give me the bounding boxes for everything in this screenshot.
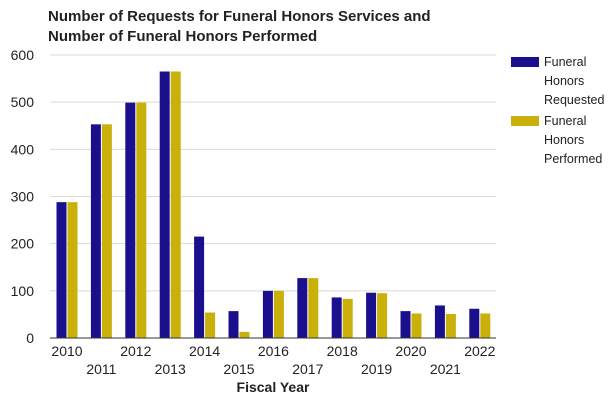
y-tick-label: 100 <box>11 283 35 299</box>
legend-swatch <box>511 57 539 67</box>
x-tick-label: 2018 <box>327 343 358 359</box>
bar-requested-2010 <box>56 202 67 338</box>
x-tick-label: 2020 <box>395 343 426 359</box>
bar-performed-2020 <box>411 313 422 338</box>
legend-label: Funeral Honors Requested <box>544 55 605 107</box>
bar-requested-2020 <box>400 311 411 338</box>
legend-swatch <box>511 116 539 126</box>
bar-performed-2011 <box>101 124 112 339</box>
x-tick-label: 2010 <box>51 343 82 359</box>
y-tick-label: 0 <box>26 330 34 346</box>
bars <box>56 71 491 339</box>
x-tick-label: 2015 <box>223 361 254 377</box>
y-tick-label: 400 <box>11 141 35 157</box>
bar-performed-2014 <box>205 312 216 338</box>
bar-performed-2012 <box>136 102 147 338</box>
x-tick-label: 2012 <box>120 343 151 359</box>
bar-requested-2014 <box>194 236 205 338</box>
chart-title-line-1: Number of Requests for Funeral Honors Se… <box>48 8 431 25</box>
bar-requested-2019 <box>366 292 377 338</box>
bar-requested-2012 <box>125 102 136 338</box>
x-axis-ticks: 2010201120122013201420152016201720182019… <box>51 343 495 377</box>
x-tick-label: 2021 <box>430 361 461 377</box>
x-tick-label: 2016 <box>258 343 289 359</box>
y-tick-label: 300 <box>11 189 35 205</box>
legend: Funeral Honors Requested Funeral Honors Perfo… <box>511 55 605 166</box>
bar-performed-2017 <box>308 278 319 338</box>
bar-requested-2015 <box>228 311 239 338</box>
bar-performed-2015 <box>239 331 250 338</box>
x-tick-label: 2017 <box>292 361 323 377</box>
bar-requested-2021 <box>434 305 445 338</box>
chart-title-line-2: Number of Funeral Honors Performed <box>48 28 317 45</box>
bar-requested-2017 <box>297 278 308 338</box>
bar-performed-2021 <box>445 313 456 338</box>
x-tick-label: 2022 <box>464 343 495 359</box>
gridlines <box>50 54 496 292</box>
x-tick-label: 2013 <box>155 361 186 377</box>
x-tick-label: 2014 <box>189 343 220 359</box>
y-tick-label: 500 <box>11 94 35 110</box>
bar-performed-2018 <box>342 298 353 338</box>
bar-requested-2022 <box>469 308 480 338</box>
legend-label: Funeral Honors Performed <box>544 114 602 166</box>
bar-requested-2016 <box>262 290 273 338</box>
bar-requested-2018 <box>331 297 342 338</box>
x-tick-label: 2011 <box>86 361 116 377</box>
bar-performed-2010 <box>67 202 78 338</box>
y-axis-ticks: 0 100 200 300 400 500 600 <box>11 47 35 346</box>
bar-requested-2013 <box>159 71 170 338</box>
bar-performed-2022 <box>480 313 491 338</box>
y-tick-label: 600 <box>11 47 35 63</box>
bar-performed-2013 <box>170 71 181 338</box>
y-tick-label: 200 <box>11 236 35 252</box>
bar-performed-2019 <box>377 293 388 338</box>
bar-performed-2016 <box>273 290 284 338</box>
x-axis-title: Fiscal Year <box>237 379 310 395</box>
bar-requested-2011 <box>90 124 101 339</box>
x-tick-label: 2019 <box>361 361 392 377</box>
